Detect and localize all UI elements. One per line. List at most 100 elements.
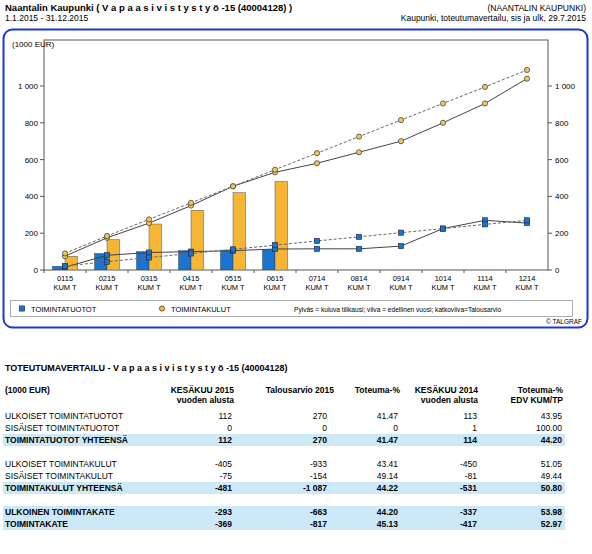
y2-tick	[548, 270, 552, 271]
x-tick-line: KUM T	[473, 283, 497, 292]
row-label: SISÄISET TOIMINTATUOTOT	[5, 423, 119, 433]
y-tick	[40, 196, 44, 197]
y2-tick	[548, 233, 552, 234]
marker	[104, 253, 109, 258]
y-axis-label: (1000 EUR)	[12, 40, 55, 49]
cell: 0	[393, 423, 398, 433]
cell: 44.22	[377, 483, 399, 493]
marker	[314, 246, 319, 251]
cell: -369	[215, 519, 232, 529]
x-tick	[170, 270, 171, 273]
marker	[188, 200, 193, 205]
cell: 41.47	[377, 435, 399, 445]
x-tick-line: KUM T	[305, 283, 329, 292]
cell: -663	[310, 507, 327, 517]
bar	[191, 210, 204, 270]
y2-tick-label: 200	[555, 229, 569, 238]
period: 1.1.2015 - 31.12.2015	[5, 13, 88, 23]
x-tick	[464, 270, 465, 273]
marker	[230, 184, 235, 189]
x-tick-line: KUM T	[137, 283, 161, 292]
x-tick-line: 1214	[519, 274, 536, 283]
legend-label: TOIMINTATUOTOT	[31, 305, 97, 314]
cell: 43.95	[541, 411, 563, 421]
y2-tick-label: 600	[555, 156, 569, 165]
marker	[440, 120, 445, 125]
marker	[272, 167, 277, 172]
y-tick	[40, 270, 44, 271]
marker	[146, 217, 151, 222]
x-tick-line: 0215	[99, 274, 116, 283]
legend-label: TOIMINTAKULUT	[171, 305, 231, 314]
x-tick-line: 0714	[309, 274, 326, 283]
x-tick-line: 0515	[225, 274, 242, 283]
marker	[440, 101, 445, 106]
x-tick-label: 0115KUM T	[53, 274, 77, 292]
table-header: Toteuma-%	[518, 385, 564, 395]
cell: -75	[220, 471, 233, 481]
cell: 270	[313, 435, 327, 445]
cell: 270	[313, 411, 327, 421]
total-row-band	[3, 434, 565, 446]
x-tick-line: 1114	[477, 274, 493, 283]
cell: 44.20	[541, 435, 563, 445]
dashed-line	[65, 220, 527, 266]
y2-tick-label: 1 000	[555, 82, 576, 91]
x-tick-label: 0615KUM T	[263, 274, 287, 292]
cell: -933	[310, 459, 327, 469]
x-tick-line: 0115	[57, 274, 73, 283]
table-header: KESÄKUU 2014	[415, 385, 479, 395]
x-tick-line: KUM T	[389, 283, 413, 292]
line	[65, 220, 527, 267]
x-tick-line: KUM T	[179, 283, 203, 292]
y-tick	[40, 86, 44, 87]
table-header: vuoden alusta	[177, 395, 234, 405]
marker	[524, 76, 529, 81]
x-tick-line: KUM T	[53, 283, 77, 292]
marker	[524, 67, 529, 72]
bar	[275, 181, 288, 270]
x-tick-line: 0415	[183, 274, 200, 283]
x-tick	[380, 270, 381, 273]
marker	[482, 101, 487, 106]
x-tick-line: KUM T	[515, 283, 539, 292]
y-tick-label: 1 000	[18, 82, 39, 91]
marker	[356, 134, 361, 139]
marker	[62, 263, 67, 268]
page: Naantalin Kaupunki ( V a p a a s i v i s…	[0, 0, 592, 554]
cell: 50.80	[541, 483, 563, 493]
marker	[104, 233, 109, 238]
cell: -154	[310, 471, 327, 481]
marker	[398, 243, 403, 248]
cell: 52.97	[541, 519, 563, 529]
x-tick-label: 0315KUM T	[137, 274, 161, 292]
legend-note: Pylväs = kuluva tilikausi; viiva = edell…	[294, 306, 502, 314]
total-row-band	[3, 518, 565, 530]
marker	[230, 247, 235, 252]
y-tick	[40, 122, 44, 123]
x-tick	[338, 270, 339, 273]
x-tick-line: 0914	[393, 274, 410, 283]
bar	[233, 193, 246, 270]
report-title: Naantalin Kaupunki ( V a p a a s i v i s…	[5, 2, 292, 13]
x-tick-label: 1214KUM T	[515, 274, 539, 292]
legend-box	[11, 301, 573, 317]
marker	[230, 184, 235, 189]
table-header: (1000 EUR)	[5, 385, 50, 395]
x-tick-line: 0814	[351, 274, 368, 283]
x-tick	[422, 270, 423, 273]
marker	[356, 150, 361, 155]
row-label: ULKOISET TOIMINTATUOTOT	[5, 411, 123, 421]
y-tick-label: 200	[25, 229, 39, 238]
cell: 1	[472, 423, 477, 433]
table-header: Talousarvio 2015	[266, 385, 335, 395]
table-header: EDV KUM/TP	[511, 395, 564, 405]
bar	[263, 249, 276, 270]
marker	[356, 234, 361, 239]
cell: 49.44	[541, 471, 563, 481]
organisation: (NAANTALIN KAUPUNKI)	[487, 3, 586, 13]
row-label: ULKOINEN TOIMINTAKATE	[5, 507, 115, 517]
plot-area	[53, 67, 530, 270]
line	[65, 79, 527, 257]
y-tick	[40, 233, 44, 234]
